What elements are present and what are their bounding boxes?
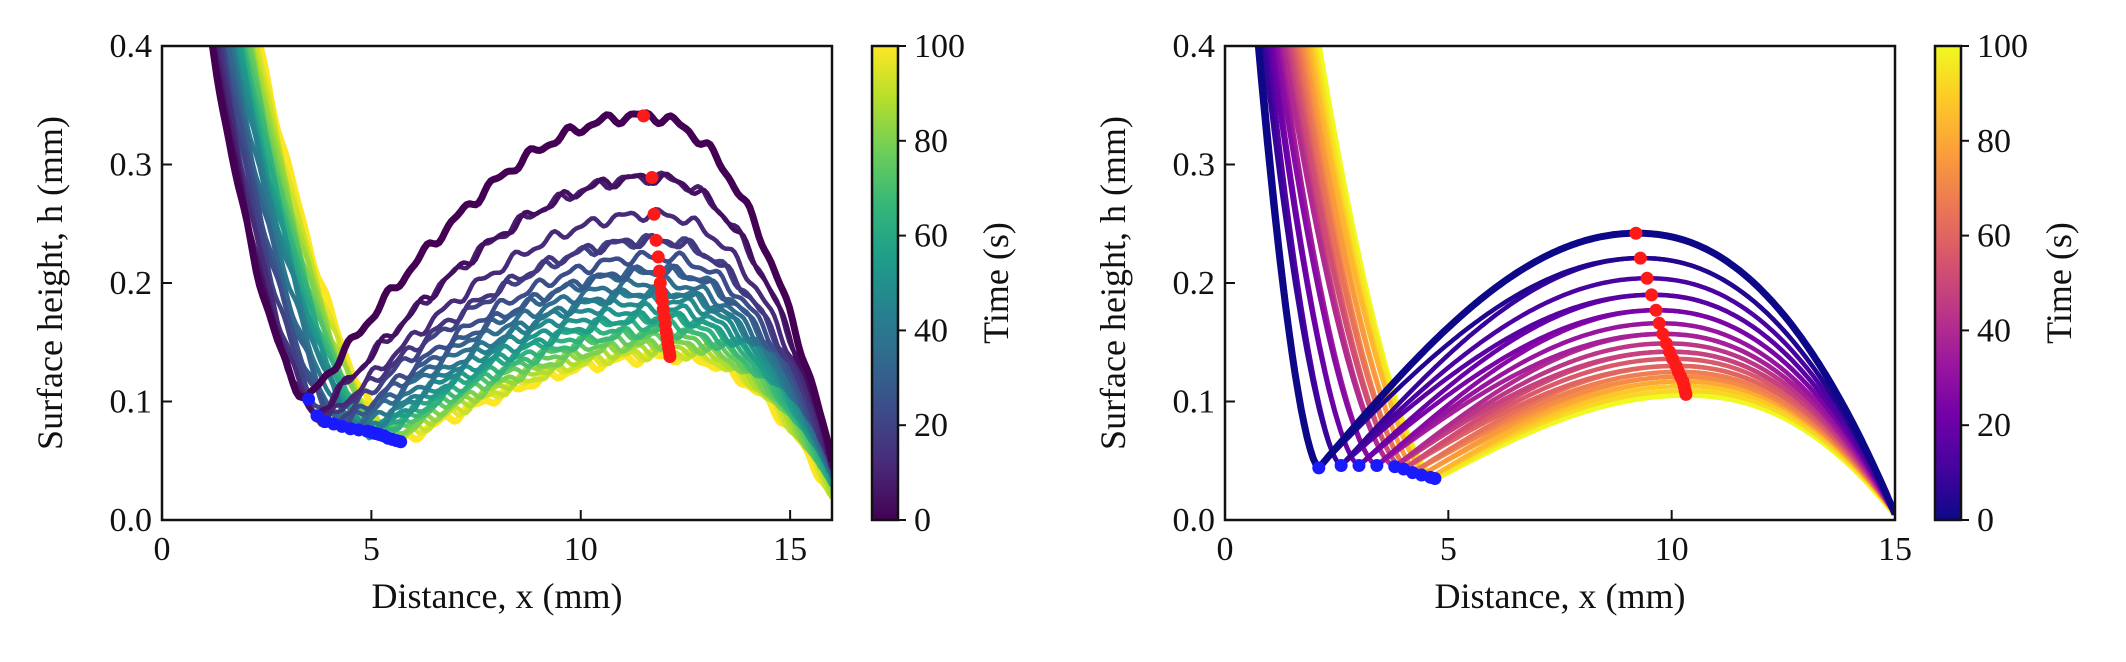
series-group [208, 46, 832, 500]
colorbar-tick-label: 60 [1977, 218, 2011, 255]
colorbar-tick-label: 0 [914, 502, 931, 539]
colorbar-title: Time (s) [2039, 222, 2079, 344]
series-group [1254, 46, 1895, 517]
y-tick-label: 0.0 [1173, 502, 1216, 539]
peak-marker-0 [1629, 226, 1643, 240]
valley-marker-0 [1312, 461, 1326, 475]
peak-marker-4 [651, 250, 665, 264]
x-tick-label: 5 [363, 531, 380, 568]
colorbar-tick-label: 20 [1977, 407, 2011, 444]
colorbar-tick-label: 80 [1977, 123, 2011, 160]
chart-panel-1: 0 5 10 15 0.0 0.1 0.2 0.3 0.4 Distance, x (mm) Sur… [30, 28, 1016, 616]
colorbar-tick-label: 40 [1977, 312, 2011, 349]
profile-line-0 [208, 46, 832, 462]
valley-marker-9 [1428, 472, 1442, 486]
profile-line-10 [229, 46, 832, 478]
y-tick-label: 0.3 [110, 147, 153, 184]
y-tick-label: 0.1 [1173, 384, 1216, 421]
peak-marker-6 [653, 276, 667, 290]
colorbar-tick-label: 100 [914, 28, 965, 65]
profile-line-3 [215, 46, 832, 465]
profile-line-6 [221, 46, 832, 471]
peak-marker-1 [1633, 251, 1647, 265]
y-axis-title: Surface height, h (mm) [1093, 116, 1133, 450]
profile-line-8 [225, 46, 832, 475]
x-tick-label: 0 [1217, 531, 1234, 568]
peak-marker-5 [1652, 316, 1666, 330]
colorbar-frame [1933, 44, 1963, 522]
valley-marker-1 [1334, 458, 1348, 472]
y-tick-label: 0.2 [110, 265, 153, 302]
profile-line-23 [253, 46, 832, 499]
peak-marker-4 [1649, 303, 1663, 317]
y-tick-label: 0.4 [110, 28, 153, 65]
y-tick-label: 0.2 [1173, 265, 1216, 302]
valley-marker-2 [1352, 458, 1366, 472]
colorbar-tick-label: 20 [914, 407, 948, 444]
colorbar [1935, 46, 1961, 520]
colorbar-tick-label: 40 [914, 312, 948, 349]
peak-marker-2 [647, 207, 661, 221]
y-tick-label: 0.4 [1173, 28, 1216, 65]
y-tick-label: 0.0 [110, 502, 153, 539]
valley-marker-0 [302, 392, 316, 406]
colorbar-frame [870, 44, 900, 522]
valley-marker-15 [394, 435, 408, 449]
peak-marker-1 [645, 171, 659, 185]
x-tick-label: 0 [154, 531, 171, 568]
peak-marker-2 [1640, 271, 1654, 285]
chart-panel-2: 0 5 10 15 0.0 0.1 0.2 0.3 0.4 Distance, x (mm) Sur… [1093, 28, 2079, 616]
x-tick-label: 15 [773, 531, 807, 568]
x-axis-title: Distance, x (mm) [1435, 576, 1686, 616]
colorbar-tick-label: 60 [914, 218, 948, 255]
x-tick-label: 5 [1440, 531, 1457, 568]
colorbar-title: Time (s) [976, 222, 1016, 344]
peak-marker-16 [1679, 387, 1693, 401]
y-axis-title: Surface height, h (mm) [30, 116, 70, 450]
peak-marker-5 [652, 264, 666, 278]
colorbar-tick-label: 0 [1977, 502, 1994, 539]
valley-marker-3 [1370, 458, 1384, 472]
profile-line-0 [1254, 46, 1895, 516]
y-tick-label: 0.3 [1173, 147, 1216, 184]
x-axis-title: Distance, x (mm) [372, 576, 623, 616]
x-tick-label: 15 [1878, 531, 1912, 568]
colorbar-tick-label: 80 [914, 123, 948, 160]
colorbar [872, 46, 898, 520]
peak-marker-0 [637, 109, 651, 123]
profile-line-7 [222, 46, 832, 473]
y-tick-label: 0.1 [110, 384, 153, 421]
peak-marker-3 [1645, 288, 1659, 302]
peak-marker-17 [663, 349, 677, 363]
x-tick-label: 10 [564, 531, 598, 568]
peak-marker-3 [649, 233, 663, 247]
colorbar-tick-label: 100 [1977, 28, 2028, 65]
x-tick-label: 10 [1655, 531, 1689, 568]
